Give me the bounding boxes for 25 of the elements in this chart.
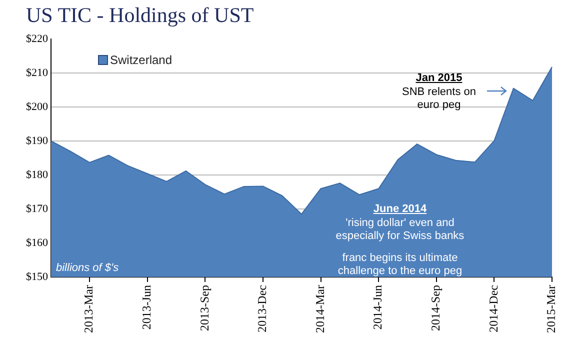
- x-tick-label: 2014-Sep: [428, 285, 443, 331]
- y-tick-label: $170: [26, 202, 48, 215]
- annotation: billions of $'s: [56, 262, 120, 275]
- x-tick-label: 2013-Jun: [140, 285, 154, 330]
- x-tick-label: 2013-Dec: [255, 285, 270, 332]
- y-tick-label: $150: [26, 270, 48, 283]
- x-tick-label: 2014-Dec: [486, 285, 500, 332]
- x-tick-label: 2013-Sep: [197, 285, 212, 331]
- chart-title: US TIC - Holdings of UST: [26, 3, 254, 28]
- y-tick-label: $190: [26, 134, 48, 147]
- y-tick-label: $210: [26, 66, 48, 79]
- y-tick-label: $180: [26, 168, 48, 181]
- legend-label: Switzerland: [110, 53, 172, 67]
- x-tick-label: 2013-Mar: [82, 285, 96, 333]
- x-tick-label: 2014-Mar: [312, 285, 327, 333]
- annotation: SNB relents on euro peg: [401, 86, 477, 112]
- y-tick-label: $200: [26, 100, 48, 113]
- annotation: franc begins its ultimate challenge to the euro peg: [336, 252, 464, 278]
- y-tick-label: $220: [26, 32, 48, 45]
- annotation: 'rising dollar' even and especially for Swiss banks: [334, 217, 466, 243]
- annotation: June 2014: [372, 203, 428, 216]
- x-tick-label: 2014-Jun: [370, 285, 385, 330]
- annotation: Jan 2015: [414, 72, 464, 85]
- y-tick-label: $160: [26, 236, 48, 249]
- x-tick-label: 2015-Mar: [544, 285, 558, 333]
